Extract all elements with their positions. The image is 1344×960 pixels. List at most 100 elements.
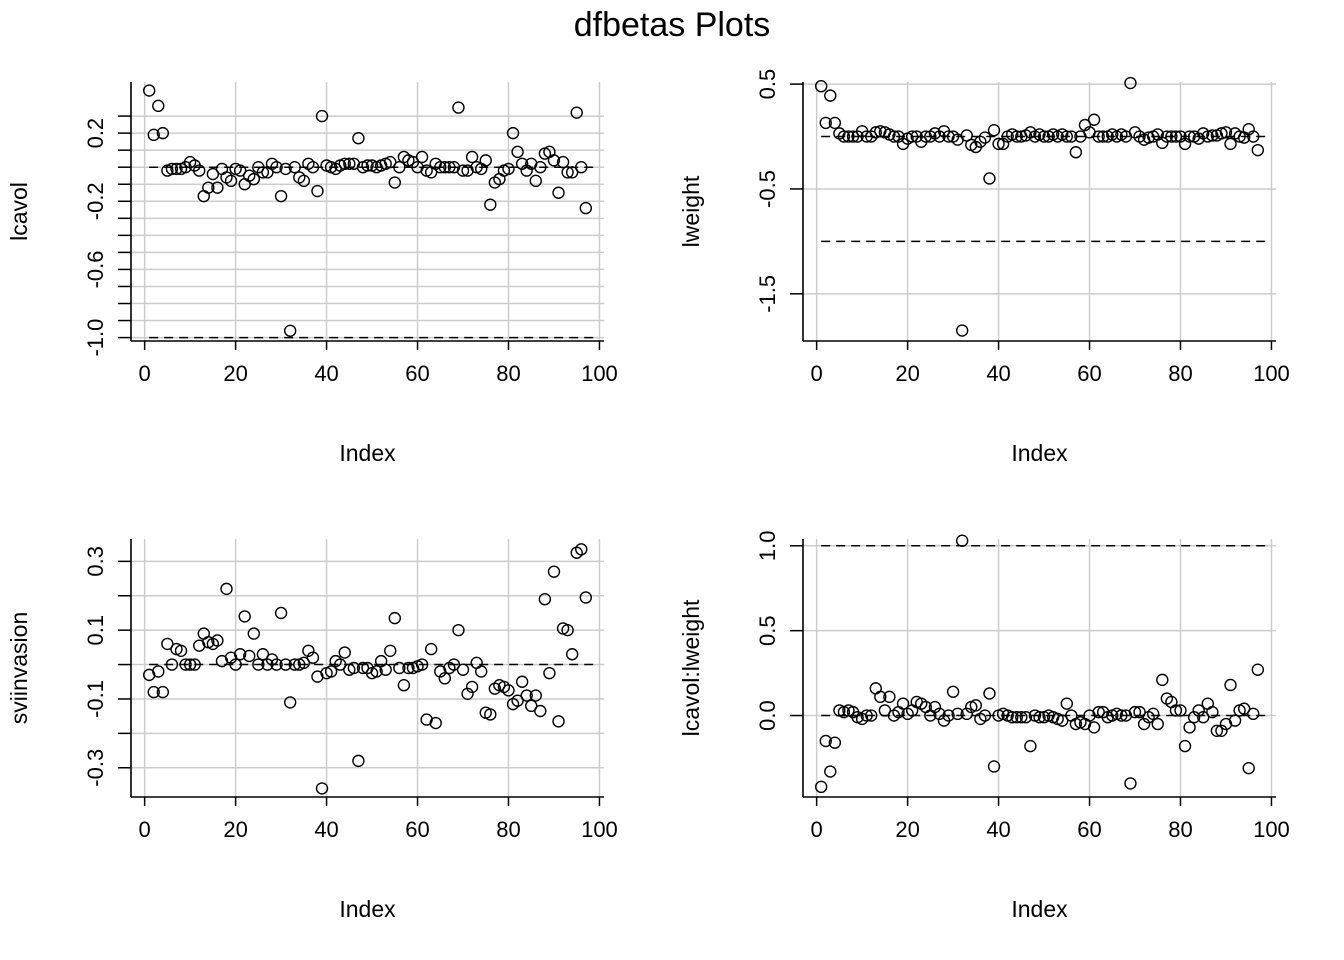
y-tick-label: -0.2 xyxy=(83,182,108,220)
data-point xyxy=(1233,130,1246,143)
y-tick-label: 0.5 xyxy=(755,615,780,646)
x-axis-title: Index xyxy=(1011,896,1068,922)
data-point xyxy=(846,130,860,143)
data-point xyxy=(311,184,324,198)
data-point xyxy=(1251,663,1265,676)
data-point xyxy=(156,685,170,699)
data-point xyxy=(878,704,892,717)
data-point xyxy=(1224,678,1237,692)
data-point xyxy=(424,642,438,656)
data-point xyxy=(865,130,878,143)
data-point xyxy=(161,637,174,651)
data-point xyxy=(1228,714,1242,727)
data-point xyxy=(561,166,574,179)
data-point xyxy=(1183,721,1196,734)
data-point xyxy=(942,130,955,143)
data-point xyxy=(256,648,270,661)
x-tick-label: 60 xyxy=(1077,817,1101,842)
data-point xyxy=(865,709,878,722)
data-point xyxy=(220,582,233,596)
data-point xyxy=(983,172,996,185)
data-point xyxy=(860,709,873,722)
data-point xyxy=(1147,707,1160,721)
data-point xyxy=(1165,130,1178,143)
data-point xyxy=(402,661,415,675)
data-point xyxy=(824,765,837,778)
data-point xyxy=(1187,711,1201,724)
y-tick-label: -1.5 xyxy=(755,275,780,313)
data-point xyxy=(1201,697,1214,710)
data-point xyxy=(147,685,160,699)
data-point xyxy=(142,84,156,97)
data-point xyxy=(552,186,565,199)
data-point xyxy=(211,634,224,647)
data-point xyxy=(887,130,901,143)
data-point xyxy=(547,565,561,578)
data-point xyxy=(215,162,229,176)
data-point xyxy=(197,189,210,203)
data-point xyxy=(1178,739,1192,753)
data-point xyxy=(179,658,192,671)
y-tick-label: 0.0 xyxy=(755,700,780,731)
data-point xyxy=(347,661,361,675)
x-tick-label: 100 xyxy=(581,361,618,386)
data-point xyxy=(1024,126,1037,139)
x-tick-label: 0 xyxy=(139,361,151,386)
data-point xyxy=(1247,130,1260,143)
data-point xyxy=(525,699,538,713)
data-point xyxy=(942,709,955,722)
data-point xyxy=(1124,76,1137,90)
data-point xyxy=(928,700,942,714)
x-tick-label: 20 xyxy=(223,361,247,386)
panel-lcavol-lweight: 0 20 40 60 80 100 1.0 0.5 0.0 Index lcavol:lweight xyxy=(678,530,1290,922)
data-point xyxy=(484,198,497,211)
data-point xyxy=(1224,137,1237,151)
data-point xyxy=(547,154,561,167)
data-point xyxy=(1215,724,1228,738)
data-point xyxy=(1096,130,1110,143)
data-point xyxy=(511,145,524,159)
data-point xyxy=(388,176,401,189)
data-point xyxy=(1037,130,1051,143)
data-point xyxy=(502,684,515,697)
x-tick-label: 40 xyxy=(314,817,338,842)
data-point xyxy=(828,736,842,749)
y-tick-label: 0.3 xyxy=(83,546,108,577)
data-point xyxy=(837,130,851,143)
y-tick-label: 0.2 xyxy=(83,118,108,149)
data-point xyxy=(1024,739,1037,753)
data-point xyxy=(1247,707,1260,721)
data-point xyxy=(575,543,588,556)
data-point xyxy=(233,164,247,177)
data-point xyxy=(534,160,547,174)
data-point xyxy=(224,174,238,188)
data-point xyxy=(283,696,297,709)
data-point xyxy=(324,665,338,678)
data-point xyxy=(475,665,488,678)
data-point xyxy=(828,116,842,130)
data-point xyxy=(1056,714,1069,727)
y-axis-title: sviinvasion xyxy=(6,612,32,725)
data-point xyxy=(978,131,992,144)
data-point xyxy=(515,675,529,688)
data-point xyxy=(456,663,470,676)
data-point xyxy=(520,164,533,177)
data-point xyxy=(1010,130,1023,143)
data-point xyxy=(283,324,297,337)
data-point xyxy=(565,648,579,661)
data-point xyxy=(361,159,374,172)
data-point xyxy=(874,125,887,138)
data-point xyxy=(529,689,542,702)
y-axis-title: lcavol xyxy=(6,182,32,241)
x-tick-label: 80 xyxy=(496,361,520,386)
data-point xyxy=(1128,126,1142,139)
data-point xyxy=(393,661,406,675)
x-axis-title: Index xyxy=(339,440,396,466)
data-point xyxy=(1237,702,1251,715)
data-point xyxy=(561,623,574,637)
data-point xyxy=(438,160,452,174)
y-tick-label: -0.1 xyxy=(83,680,108,718)
data-point xyxy=(511,694,524,707)
data-point xyxy=(397,679,411,692)
x-tick-label: 100 xyxy=(1253,361,1290,386)
